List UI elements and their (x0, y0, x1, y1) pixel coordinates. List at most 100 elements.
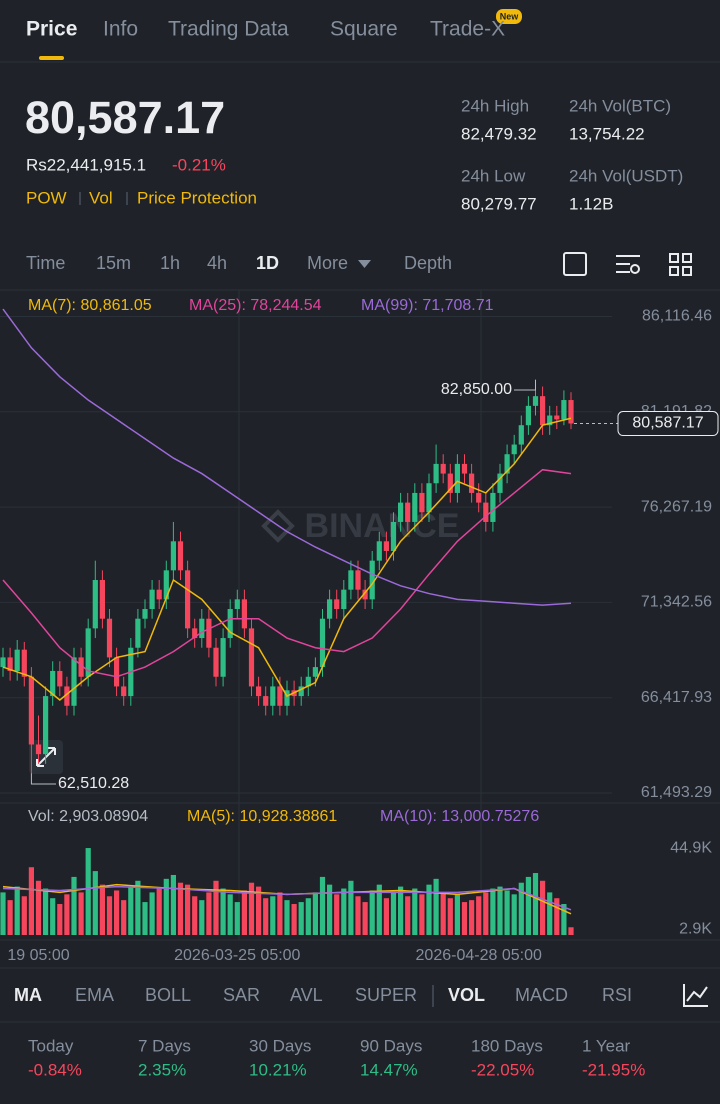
volume-bar (163, 878, 169, 935)
volume-bar (319, 876, 326, 935)
candle-body (511, 444, 517, 455)
volume-bar (447, 898, 453, 935)
tab[interactable]: Trade-X (430, 18, 505, 41)
indicator-tab[interactable]: EMA (75, 985, 114, 1005)
indicator-tab[interactable]: SAR (223, 985, 260, 1005)
x-tick-label: 2026-04-28 05:00 (416, 947, 542, 964)
period-change: -21.95% (582, 1060, 645, 1079)
volume-bar (185, 884, 191, 935)
volume-bar (312, 892, 318, 935)
candle-body (454, 463, 460, 493)
period-label: 1 Year (582, 1036, 631, 1055)
watermark-logo (261, 509, 295, 543)
candle-body (305, 676, 311, 687)
volume-bar (106, 896, 113, 935)
candle-body (390, 521, 397, 551)
candle-body (426, 483, 432, 513)
volume-bar (277, 892, 283, 935)
candle-body (547, 415, 553, 426)
candle-body (28, 676, 34, 745)
volume-bar (547, 892, 553, 935)
timeframe[interactable]: 1h (160, 253, 180, 273)
candle-body (398, 502, 404, 522)
tag[interactable]: POW (26, 188, 67, 207)
volume-bar (0, 892, 6, 935)
candle-body (348, 570, 354, 590)
indicator-tab[interactable]: MA (14, 985, 42, 1005)
indicator-tab[interactable]: AVL (290, 985, 323, 1005)
indicator-tab[interactable]: VOL (448, 985, 485, 1005)
stat-label: 24h Vol(USDT) (569, 166, 683, 185)
volume-bar (85, 848, 91, 935)
settings-icon[interactable] (616, 255, 640, 273)
x-tick-label: 2026-03-25 05:00 (174, 947, 300, 964)
volume-title: Vol: 2,903.08904 (28, 808, 148, 825)
candle-body (7, 657, 13, 671)
candle-body (327, 599, 333, 619)
tab[interactable]: Square (330, 18, 398, 41)
candle-body (21, 649, 27, 677)
candle-body (50, 670, 56, 697)
last-price-box (617, 411, 719, 437)
tab[interactable]: Trading Data (168, 18, 289, 41)
y-tick-label: 61,493.29 (641, 784, 712, 801)
volume-bar (256, 886, 262, 935)
volume-bar (121, 900, 127, 935)
volume-bar (476, 896, 482, 935)
tab[interactable]: Price (26, 18, 77, 41)
candle-body (504, 454, 510, 474)
candle-body (518, 425, 524, 445)
ma-line (2, 468, 572, 678)
tag[interactable]: Vol (89, 188, 113, 207)
timeframe[interactable]: More (307, 253, 348, 273)
tag[interactable]: Price Protection (137, 188, 257, 207)
timeframe[interactable]: 15m (96, 253, 131, 273)
indicator-tab[interactable]: MACD (515, 985, 568, 1005)
chart-icon[interactable] (683, 984, 708, 1007)
volume-bar (419, 894, 425, 935)
indicator-tab[interactable]: BOLL (145, 985, 191, 1005)
volume-bar (50, 898, 56, 935)
volume-bar (142, 902, 148, 935)
timeframe[interactable]: Time (26, 253, 65, 273)
candle-body (525, 405, 531, 426)
legend-entry: MA(10): 13,000.75276 (380, 808, 539, 825)
indicator-tab[interactable]: SUPER (355, 985, 417, 1005)
volume-bar (511, 894, 517, 935)
volume-bar (92, 871, 98, 935)
volume-bar (7, 900, 13, 935)
stat-value: 80,279.77 (461, 194, 537, 213)
volume-bar (149, 892, 155, 935)
candle-body (447, 473, 453, 493)
candle-body (14, 649, 20, 671)
volume-bar (305, 898, 311, 935)
grid-icon[interactable] (669, 253, 679, 263)
volume-bar (327, 884, 333, 935)
legend-entry: MA(5): 10,928.38861 (187, 808, 337, 825)
volume-bar (376, 884, 382, 935)
candle-body (227, 609, 233, 639)
candle-body (263, 696, 269, 706)
timeframe[interactable]: 4h (207, 253, 227, 273)
indicator-tab[interactable]: RSI (602, 985, 632, 1005)
timeframe[interactable]: 1D (256, 253, 279, 273)
candle-body (277, 686, 283, 706)
fullscreen-icon[interactable] (563, 252, 587, 276)
period-label: 90 Days (360, 1036, 422, 1055)
candle-body (433, 463, 439, 484)
candle-body (362, 589, 368, 600)
fiat-price: Rs22,441,915.1 (26, 155, 146, 174)
volume-bar (78, 892, 84, 935)
tab-underline (39, 56, 64, 60)
tab[interactable]: Info (103, 18, 138, 41)
candle-body (319, 618, 326, 668)
volume-bar (114, 890, 120, 935)
volume-bar (483, 892, 489, 935)
candle-body (383, 541, 389, 551)
volume-bar (21, 896, 27, 935)
timeframe[interactable]: Depth (404, 253, 452, 273)
last-price-tag: 80,587.17 (632, 415, 703, 432)
watermark: BINANCE (305, 507, 460, 545)
candle-body (234, 599, 240, 610)
period-change: -22.05% (471, 1060, 534, 1079)
